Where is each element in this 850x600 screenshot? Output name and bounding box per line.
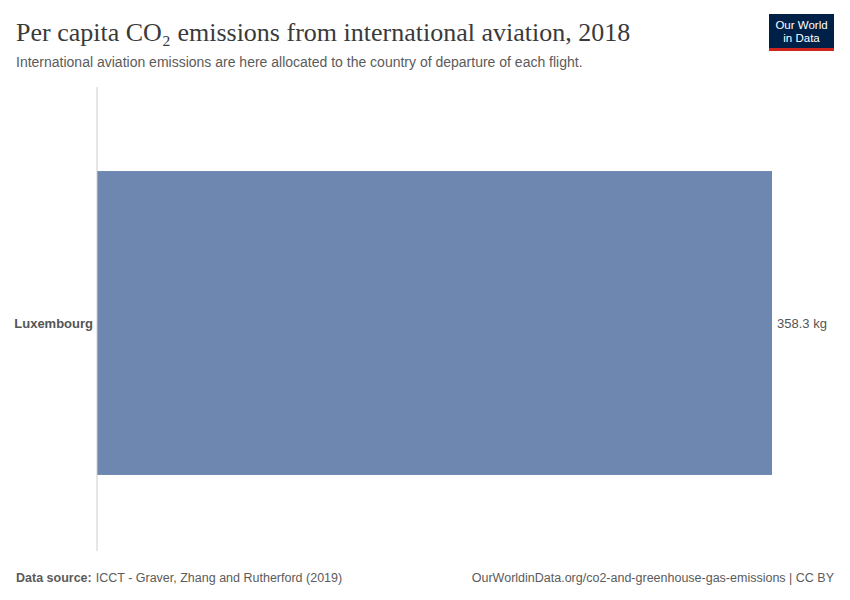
data-label: 358.3 kg [777,316,827,331]
subtitle: International aviation emissions are her… [16,54,583,70]
bars [97,171,772,475]
bar [97,171,772,475]
chart: Per capita CO₂ emissions from internatio… [0,0,850,600]
logo: Our Worldin Data [769,14,834,51]
category-label: Luxembourg [14,316,93,331]
logo-box [769,14,834,50]
source: Data source: [16,571,92,585]
source: ICCT - Graver, Zhang and Rutherford (201… [96,571,342,585]
title: Per capita CO₂ emissions from internatio… [16,18,630,47]
logo-stripe [769,48,834,51]
url: OurWorldinData.org/co2-and-greenhouse-ga… [472,571,835,585]
logo-text: in Data [783,32,820,44]
labels: Luxembourg 358.3 kg [14,316,827,331]
logo-text: Our World [775,19,827,31]
axis-line [97,87,98,551]
